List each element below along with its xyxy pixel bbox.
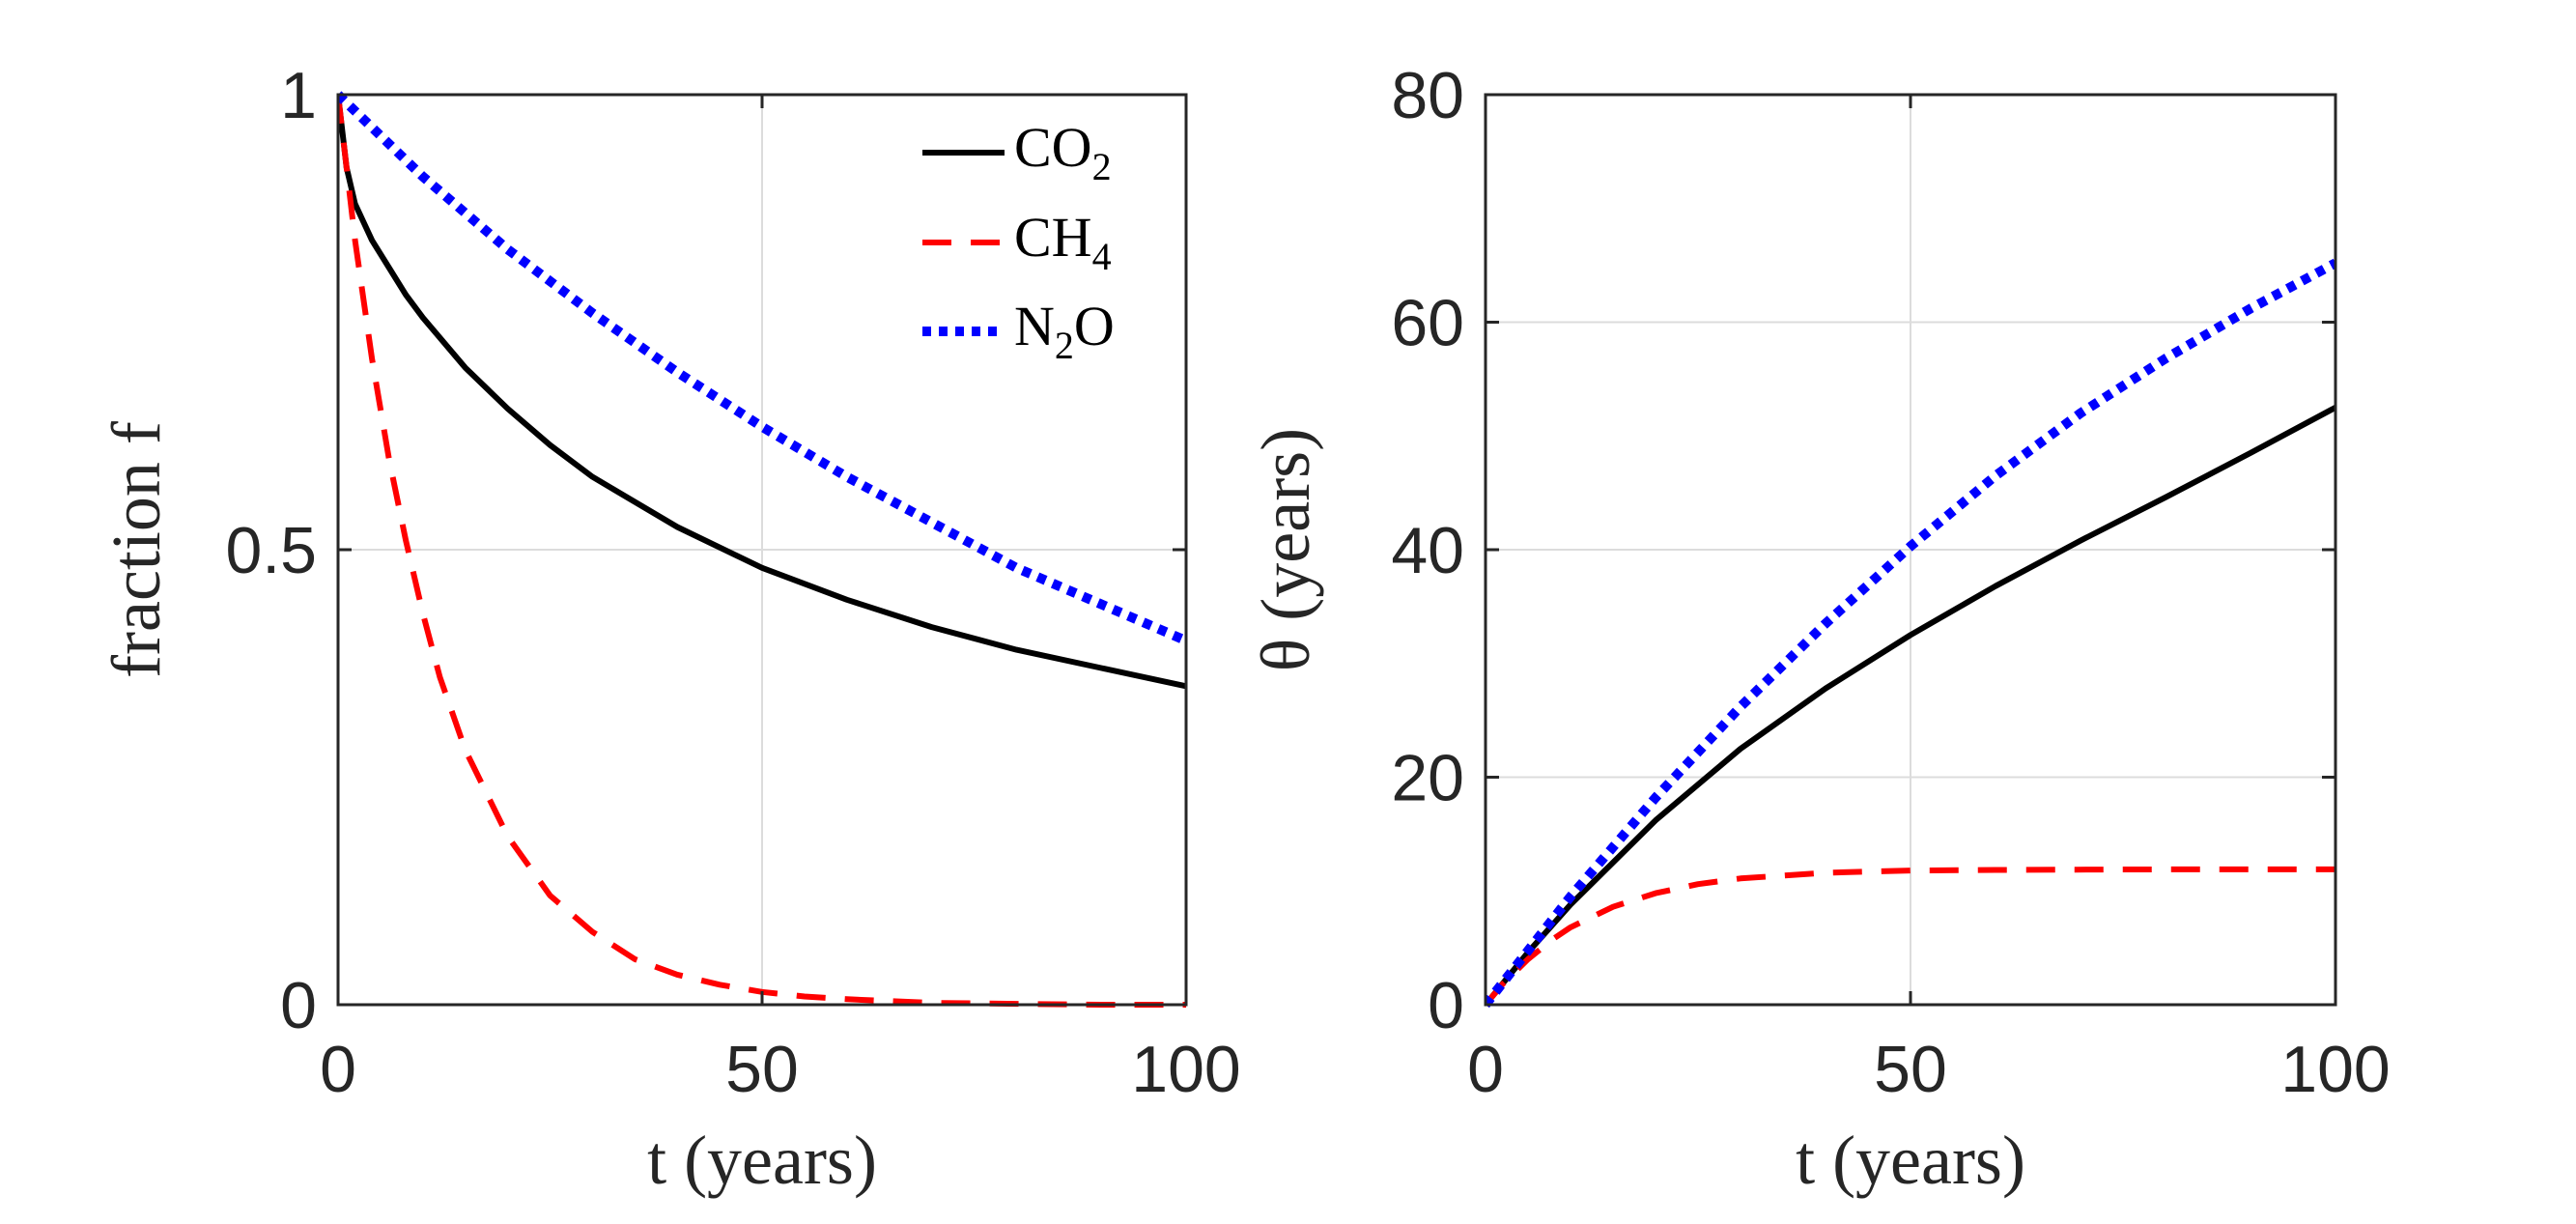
legend-entry-base: N: [1014, 295, 1055, 357]
gridlines: [338, 95, 1186, 1005]
x-tick-label: 0: [1467, 1033, 1504, 1106]
series-line-n2o: [1486, 258, 2335, 1009]
y-tick-label: 80: [1391, 59, 1464, 132]
x-tick-label: 100: [1131, 1033, 1240, 1106]
y-axis-label: θ (years): [1247, 428, 1324, 671]
legend-entry-subscript: 2: [1092, 145, 1112, 188]
legend-entry-n2o: N2O: [1014, 295, 1115, 367]
legend-entry-subscript: 4: [1092, 235, 1112, 278]
x-axis-label: t (years): [1796, 1122, 2025, 1199]
y-tick-label: 1: [280, 59, 317, 132]
x-tick-label: 100: [2280, 1033, 2390, 1106]
legend-entry-subscript: 2: [1055, 324, 1074, 367]
legend-entry-co2: CO2: [1014, 116, 1112, 188]
series-line-ch4: [338, 94, 1186, 1008]
legend-entry-base: CH: [1014, 206, 1092, 269]
x-tick-label: 50: [1874, 1033, 1947, 1106]
x-tick-label: 0: [320, 1033, 356, 1106]
x-tick-label: 50: [725, 1033, 799, 1106]
series-line-ch4: [1486, 866, 2335, 1007]
y-tick-label: 0: [280, 969, 317, 1042]
x-axis-label: t (years): [647, 1122, 877, 1199]
y-tick-label: 0: [1428, 969, 1464, 1042]
legend-entry-base: CO: [1014, 116, 1092, 179]
legend-entry-tail: O: [1074, 295, 1115, 357]
y-axis-label: fraction f: [98, 421, 175, 678]
y-tick-label: 40: [1391, 514, 1464, 587]
series-line-co2: [338, 94, 1186, 690]
legend-entry-ch4: CH4: [1014, 206, 1112, 278]
theta-chart: 0 50 100 0 20 40 60 80 t (years) θ (years): [1247, 59, 2391, 1199]
y-tick-label: 60: [1391, 287, 1464, 360]
y-tick-label: 0.5: [225, 514, 317, 587]
gridlines: [1486, 95, 2335, 1005]
y-tick-label: 20: [1391, 742, 1464, 815]
series-line-n2o: [338, 91, 1186, 645]
